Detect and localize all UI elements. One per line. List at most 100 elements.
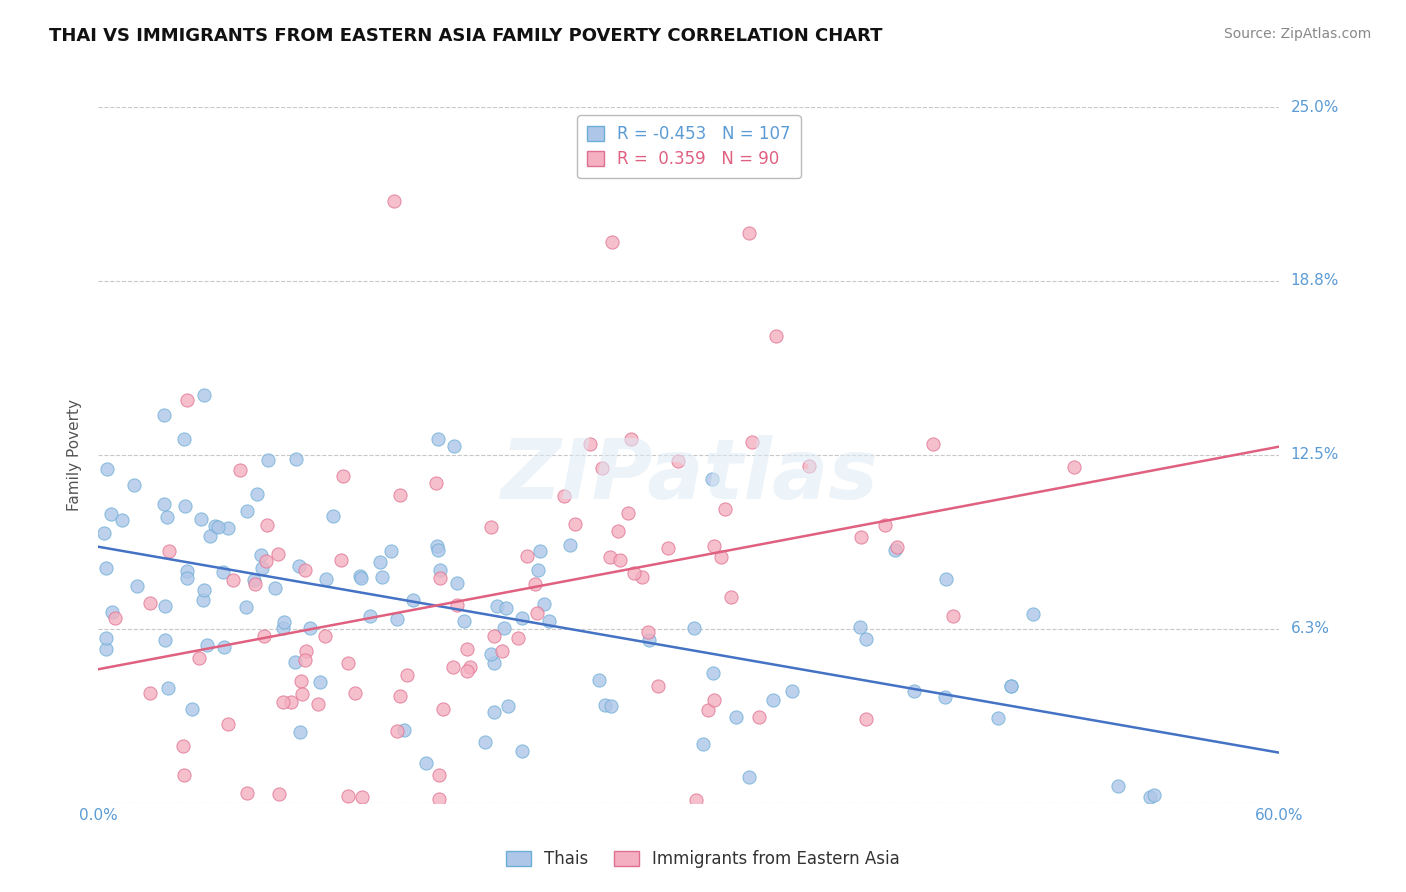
- Point: [1063, 459, 1085, 474]
- Point: [1143, 788, 1166, 802]
- Point: [425, 475, 447, 490]
- Point: [427, 543, 450, 558]
- Point: [267, 547, 290, 561]
- Text: ZIPatlas: ZIPatlas: [501, 435, 877, 516]
- Point: [851, 530, 873, 544]
- Point: [617, 507, 640, 521]
- Point: [402, 592, 425, 607]
- Point: [368, 555, 391, 569]
- Point: [637, 625, 659, 640]
- Point: [703, 693, 725, 707]
- Point: [271, 621, 294, 635]
- Point: [579, 436, 602, 450]
- Point: [429, 563, 451, 577]
- Point: [443, 439, 465, 453]
- Point: [886, 540, 908, 554]
- Point: [252, 561, 274, 575]
- Point: [738, 770, 761, 784]
- Point: [217, 716, 239, 731]
- Point: [460, 660, 482, 674]
- Point: [738, 226, 761, 240]
- Point: [176, 564, 198, 578]
- Point: [558, 538, 581, 552]
- Point: [396, 668, 419, 682]
- Point: [173, 432, 195, 446]
- Point: [332, 469, 354, 483]
- Point: [139, 686, 162, 700]
- Point: [330, 553, 353, 567]
- Point: [714, 501, 737, 516]
- Point: [657, 541, 679, 556]
- Point: [903, 684, 925, 698]
- Point: [195, 639, 218, 653]
- Point: [426, 432, 449, 446]
- Point: [235, 504, 257, 518]
- Point: [631, 570, 654, 584]
- Point: [479, 520, 502, 534]
- Point: [741, 435, 763, 450]
- Text: Source: ZipAtlas.com: Source: ZipAtlas.com: [1223, 27, 1371, 41]
- Point: [1107, 779, 1129, 793]
- Point: [606, 524, 628, 539]
- Point: [387, 723, 409, 738]
- Point: [371, 570, 394, 584]
- Point: [922, 436, 945, 450]
- Point: [359, 609, 381, 624]
- Point: [243, 576, 266, 591]
- Point: [765, 328, 787, 343]
- Point: [510, 744, 533, 758]
- Point: [591, 461, 613, 475]
- Point: [415, 756, 437, 770]
- Point: [288, 559, 311, 574]
- Point: [696, 703, 718, 717]
- Legend: R = -0.453   N = 107, R =  0.359   N = 90: R = -0.453 N = 107, R = 0.359 N = 90: [578, 115, 800, 178]
- Point: [280, 695, 302, 709]
- Point: [388, 488, 411, 502]
- Point: [101, 606, 124, 620]
- Point: [609, 552, 631, 566]
- Point: [187, 651, 209, 665]
- Point: [1139, 790, 1161, 805]
- Text: 25.0%: 25.0%: [1291, 100, 1339, 114]
- Point: [235, 599, 257, 614]
- Point: [243, 573, 266, 587]
- Point: [647, 679, 669, 693]
- Point: [256, 518, 278, 533]
- Point: [271, 695, 294, 709]
- Point: [392, 723, 415, 737]
- Point: [193, 582, 215, 597]
- Point: [600, 699, 623, 714]
- Point: [692, 737, 714, 751]
- Point: [710, 549, 733, 564]
- Point: [264, 581, 287, 595]
- Point: [491, 644, 513, 658]
- Point: [153, 599, 176, 613]
- Y-axis label: Family Poverty: Family Poverty: [67, 399, 83, 511]
- Point: [1022, 607, 1045, 621]
- Point: [1000, 679, 1022, 693]
- Point: [299, 621, 322, 635]
- Point: [456, 665, 478, 679]
- Point: [666, 454, 689, 468]
- Point: [380, 543, 402, 558]
- Point: [322, 508, 344, 523]
- Text: 12.5%: 12.5%: [1291, 448, 1339, 462]
- Point: [229, 463, 252, 477]
- Point: [314, 628, 336, 642]
- Point: [935, 573, 957, 587]
- Point: [284, 655, 307, 669]
- Point: [482, 706, 505, 720]
- Point: [256, 453, 278, 467]
- Point: [172, 739, 194, 753]
- Point: [986, 711, 1008, 725]
- Point: [496, 699, 519, 714]
- Point: [620, 432, 643, 446]
- Point: [385, 612, 408, 626]
- Point: [934, 690, 956, 705]
- Point: [212, 566, 235, 580]
- Point: [453, 614, 475, 628]
- Point: [269, 787, 291, 801]
- Point: [153, 632, 176, 647]
- Point: [157, 544, 180, 558]
- Point: [495, 601, 517, 615]
